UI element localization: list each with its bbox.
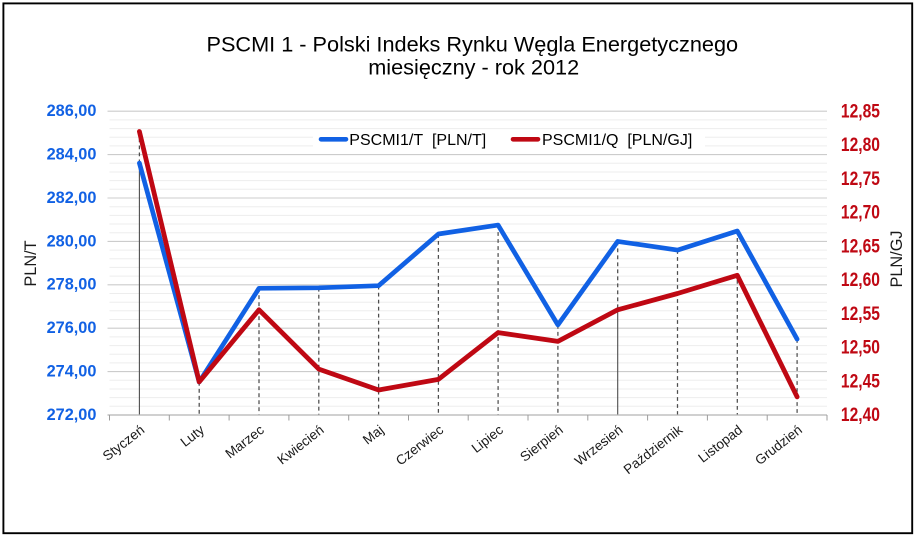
svg-text:280,00: 280,00 [47,232,97,250]
svg-text:12,70: 12,70 [841,201,880,223]
svg-text:12,80: 12,80 [841,134,880,156]
svg-text:272,00: 272,00 [47,406,97,424]
svg-text:12,40: 12,40 [841,404,880,426]
svg-text:282,00: 282,00 [47,189,97,207]
svg-text:12,50: 12,50 [841,336,880,358]
svg-text:12,55: 12,55 [841,302,880,324]
svg-text:286,00: 286,00 [47,102,97,120]
svg-text:284,00: 284,00 [47,146,97,164]
svg-text:274,00: 274,00 [47,363,97,381]
svg-text:12,45: 12,45 [841,370,880,392]
svg-text:PSCMI1/T [PLN/T]: PSCMI1/T [PLN/T] [349,132,486,149]
svg-text:PSCMI1/Q [PLN/GJ]: PSCMI1/Q [PLN/GJ] [542,132,692,149]
svg-text:PLN/T: PLN/T [22,240,40,286]
svg-text:PSCMI 1 - Polski Indeks Rynku: PSCMI 1 - Polski Indeks Rynku Węgla Ener… [207,31,739,56]
svg-text:276,00: 276,00 [47,319,97,337]
svg-text:12,65: 12,65 [841,235,880,257]
svg-text:12,75: 12,75 [841,167,880,189]
svg-text:12,85: 12,85 [841,100,880,122]
svg-text:278,00: 278,00 [47,276,97,294]
svg-text:miesięczny - rok 2012: miesięczny - rok 2012 [368,54,579,79]
svg-text:PLN/GJ: PLN/GJ [888,230,906,287]
svg-text:12,60: 12,60 [841,269,880,291]
